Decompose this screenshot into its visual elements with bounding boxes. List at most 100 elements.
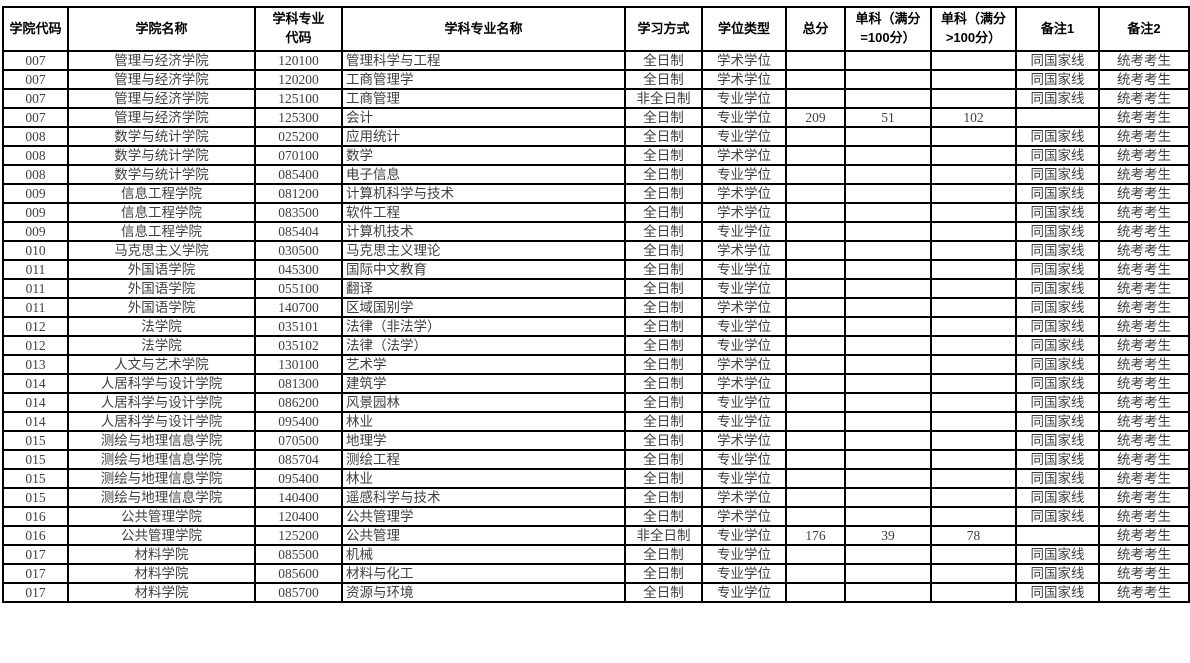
table-cell: 学术学位: [701, 487, 787, 508]
table-cell: 085700: [254, 582, 343, 603]
table-cell: 统考考生: [1098, 487, 1190, 508]
score-line-table: 学院代码 学院名称 学科专业 代码 学科专业名称 学习方式 学位类型 总分 单科…: [2, 6, 1190, 603]
table-cell: [844, 506, 932, 527]
table-cell: 学术学位: [701, 506, 787, 527]
table-cell: [785, 240, 846, 261]
table-cell: 统考考生: [1098, 50, 1190, 71]
table-cell: 014: [2, 373, 69, 394]
table-cell: [785, 278, 846, 299]
table-cell: 马克思主义学院: [67, 240, 256, 261]
table-row: 009 信息工程学院 083500 软件工程 全日制 学术学位 同国家线 统考考生: [2, 202, 1190, 223]
table-cell: 008: [2, 145, 69, 166]
table-cell: 材料学院: [67, 544, 256, 565]
table-cell: 法律（法学）: [341, 335, 626, 356]
table-cell: 统考考生: [1098, 468, 1190, 489]
table-cell: 同国家线: [1015, 487, 1100, 508]
table-row: 017 材料学院 085700 资源与环境 全日制 专业学位 同国家线 统考考生: [2, 582, 1190, 603]
table-cell: [785, 487, 846, 508]
table-cell: 全日制: [624, 335, 703, 356]
table-cell: 工商管理学: [341, 69, 626, 90]
table-cell: 012: [2, 335, 69, 356]
table-cell: 035101: [254, 316, 343, 337]
table-cell: 016: [2, 506, 69, 527]
table-cell: 测绘与地理信息学院: [67, 468, 256, 489]
table-cell: 209: [785, 107, 846, 128]
table-cell: 全日制: [624, 202, 703, 223]
column-header-single-subject-over-100: 单科（满分 >100分）: [930, 6, 1017, 52]
table-cell: 信息工程学院: [67, 183, 256, 204]
table-cell: [844, 240, 932, 261]
table-cell: [930, 487, 1017, 508]
table-cell: 专业学位: [701, 88, 787, 109]
table-cell: 035102: [254, 335, 343, 356]
table-cell: 统考考生: [1098, 449, 1190, 470]
table-cell: 统考考生: [1098, 525, 1190, 546]
table-cell: 083500: [254, 202, 343, 223]
table-cell: 人居科学与设计学院: [67, 392, 256, 413]
table-cell: 013: [2, 354, 69, 375]
table-cell: 008: [2, 164, 69, 185]
table-cell: 055100: [254, 278, 343, 299]
table-cell: 公共管理: [341, 525, 626, 546]
table-row: 008 数学与统计学院 025200 应用统计 全日制 专业学位 同国家线 统考考生: [2, 126, 1190, 147]
table-cell: 014: [2, 392, 69, 413]
table-cell: [844, 563, 932, 584]
table-cell: 085404: [254, 221, 343, 242]
table-cell: 统考考生: [1098, 563, 1190, 584]
table-cell: 统考考生: [1098, 69, 1190, 90]
table-cell: 软件工程: [341, 202, 626, 223]
table-cell: 全日制: [624, 506, 703, 527]
table-cell: 全日制: [624, 297, 703, 318]
table-cell: 专业学位: [701, 316, 787, 337]
table-cell: [930, 50, 1017, 71]
table-cell: 085500: [254, 544, 343, 565]
table-cell: 统考考生: [1098, 202, 1190, 223]
table-row: 017 材料学院 085500 机械 全日制 专业学位 同国家线 统考考生: [2, 544, 1190, 565]
table-cell: 同国家线: [1015, 50, 1100, 71]
table-cell: 全日制: [624, 259, 703, 280]
table-row: 007 管理与经济学院 120200 工商管理学 全日制 学术学位 同国家线 统考考生: [2, 69, 1190, 90]
table-cell: 人居科学与设计学院: [67, 373, 256, 394]
table-cell: 全日制: [624, 316, 703, 337]
table-cell: 017: [2, 582, 69, 603]
table-cell: [785, 50, 846, 71]
table-cell: 全日制: [624, 107, 703, 128]
table-cell: 统考考生: [1098, 221, 1190, 242]
table-cell: 机械: [341, 544, 626, 565]
table-cell: 同国家线: [1015, 506, 1100, 527]
table-cell: [785, 164, 846, 185]
table-cell: 同国家线: [1015, 468, 1100, 489]
table-cell: 全日制: [624, 69, 703, 90]
table-cell: 测绘与地理信息学院: [67, 449, 256, 470]
table-cell: [930, 221, 1017, 242]
table-cell: [785, 88, 846, 109]
table-cell: 125100: [254, 88, 343, 109]
table-cell: 专业学位: [701, 411, 787, 432]
table-cell: 全日制: [624, 563, 703, 584]
table-row: 014 人居科学与设计学院 081300 建筑学 全日制 学术学位 同国家线 统考考生: [2, 373, 1190, 394]
table-cell: 176: [785, 525, 846, 546]
table-cell: 095400: [254, 468, 343, 489]
column-header-note1: 备注1: [1015, 6, 1100, 52]
table-cell: 专业学位: [701, 107, 787, 128]
table-cell: [930, 164, 1017, 185]
table-cell: 统考考生: [1098, 126, 1190, 147]
table-cell: [844, 145, 932, 166]
table-cell: 翻译: [341, 278, 626, 299]
table-cell: 统考考生: [1098, 88, 1190, 109]
table-cell: 公共管理学院: [67, 525, 256, 546]
table-cell: [785, 69, 846, 90]
table-cell: 学术学位: [701, 297, 787, 318]
table-cell: 专业学位: [701, 468, 787, 489]
table-cell: 专业学位: [701, 126, 787, 147]
table-cell: 工商管理: [341, 88, 626, 109]
table-cell: 信息工程学院: [67, 221, 256, 242]
table-row: 009 信息工程学院 081200 计算机科学与技术 全日制 学术学位 同国家线 统考考生: [2, 183, 1190, 204]
table-cell: 统考考生: [1098, 297, 1190, 318]
table-cell: 78: [930, 525, 1017, 546]
table-cell: [930, 88, 1017, 109]
table-cell: 045300: [254, 259, 343, 280]
table-cell: [1015, 525, 1100, 546]
table-row: 009 信息工程学院 085404 计算机技术 全日制 专业学位 同国家线 统考考生: [2, 221, 1190, 242]
table-cell: [844, 164, 932, 185]
